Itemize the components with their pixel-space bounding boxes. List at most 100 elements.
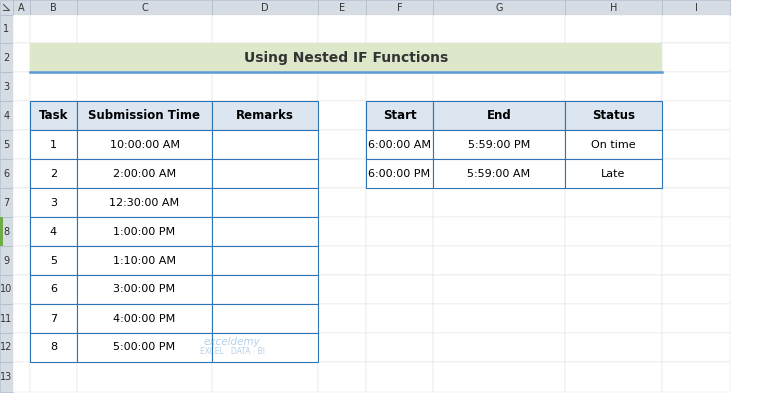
Text: Remarks: Remarks bbox=[236, 109, 294, 122]
Text: 3: 3 bbox=[50, 197, 57, 208]
Bar bbox=[366, 217, 433, 246]
Bar bbox=[0, 159, 13, 188]
Bar bbox=[662, 0, 730, 15]
Bar bbox=[77, 15, 212, 43]
Bar bbox=[77, 72, 212, 101]
Bar bbox=[212, 159, 318, 188]
Bar bbox=[0, 217, 3, 246]
Bar bbox=[30, 275, 77, 304]
Bar bbox=[662, 362, 730, 392]
Text: 2:00:00 AM: 2:00:00 AM bbox=[113, 169, 176, 178]
Bar bbox=[0, 333, 13, 362]
Bar bbox=[366, 188, 433, 217]
Bar bbox=[433, 333, 565, 362]
Bar bbox=[318, 333, 366, 362]
Bar bbox=[565, 0, 662, 15]
Bar bbox=[366, 304, 433, 333]
Bar bbox=[30, 159, 77, 188]
Bar bbox=[318, 188, 366, 217]
Text: 12:30:00 AM: 12:30:00 AM bbox=[109, 197, 180, 208]
Bar bbox=[212, 72, 318, 101]
Bar bbox=[433, 159, 565, 188]
Bar bbox=[30, 130, 77, 159]
Bar bbox=[433, 15, 565, 43]
Bar bbox=[0, 275, 13, 304]
Bar bbox=[662, 188, 730, 217]
Bar bbox=[30, 217, 77, 246]
Bar bbox=[318, 101, 366, 130]
Text: 6:00:00 AM: 6:00:00 AM bbox=[368, 140, 431, 150]
Bar bbox=[433, 217, 565, 246]
Bar bbox=[77, 101, 212, 130]
Bar bbox=[318, 246, 366, 275]
Bar bbox=[30, 275, 77, 304]
Bar bbox=[30, 246, 77, 275]
Bar bbox=[565, 304, 662, 333]
Bar bbox=[433, 246, 565, 275]
Bar bbox=[212, 275, 318, 304]
Bar bbox=[565, 72, 662, 101]
Bar bbox=[77, 217, 212, 246]
Bar bbox=[366, 130, 433, 159]
Bar bbox=[565, 159, 662, 188]
Bar bbox=[433, 101, 565, 130]
Bar bbox=[212, 333, 318, 362]
Bar bbox=[366, 159, 433, 188]
Text: 4: 4 bbox=[50, 227, 57, 236]
Bar bbox=[212, 43, 318, 72]
Bar bbox=[212, 101, 318, 130]
Bar bbox=[565, 130, 662, 159]
Text: Late: Late bbox=[601, 169, 626, 178]
Bar bbox=[565, 217, 662, 246]
Bar bbox=[318, 159, 366, 188]
Bar bbox=[433, 130, 565, 159]
Bar bbox=[366, 362, 433, 392]
Bar bbox=[366, 159, 433, 188]
Bar bbox=[30, 43, 77, 72]
Bar bbox=[366, 15, 433, 43]
Text: 5:59:00 AM: 5:59:00 AM bbox=[468, 169, 531, 178]
Text: exceldemy: exceldemy bbox=[204, 337, 260, 347]
Bar bbox=[366, 101, 433, 130]
Bar bbox=[77, 159, 212, 188]
Text: F: F bbox=[397, 2, 402, 12]
Bar bbox=[565, 188, 662, 217]
Bar bbox=[77, 101, 212, 130]
Text: G: G bbox=[495, 2, 503, 12]
Text: I: I bbox=[694, 2, 697, 12]
Bar bbox=[77, 304, 212, 333]
Bar bbox=[662, 130, 730, 159]
Bar bbox=[30, 101, 77, 130]
Bar bbox=[30, 0, 77, 15]
Text: 13: 13 bbox=[0, 372, 12, 382]
Bar bbox=[30, 101, 77, 130]
Bar bbox=[30, 333, 77, 362]
Bar bbox=[366, 43, 433, 72]
Bar bbox=[0, 0, 13, 15]
Bar bbox=[212, 362, 318, 392]
Text: C: C bbox=[141, 2, 148, 12]
Bar bbox=[77, 333, 212, 362]
Bar bbox=[30, 304, 77, 333]
Bar bbox=[0, 246, 13, 275]
Text: 2: 2 bbox=[3, 52, 10, 63]
Text: A: A bbox=[18, 2, 25, 12]
Bar bbox=[662, 304, 730, 333]
Bar bbox=[433, 43, 565, 72]
Bar bbox=[77, 43, 212, 72]
Bar bbox=[30, 188, 77, 217]
Text: 11: 11 bbox=[0, 314, 12, 323]
Bar bbox=[565, 159, 662, 188]
Text: 1: 1 bbox=[3, 24, 9, 34]
Text: B: B bbox=[50, 2, 57, 12]
Bar bbox=[212, 217, 318, 246]
Text: Task: Task bbox=[39, 109, 68, 122]
Bar bbox=[433, 304, 565, 333]
Bar bbox=[77, 0, 212, 15]
Bar bbox=[366, 72, 433, 101]
Bar bbox=[77, 362, 212, 392]
Bar bbox=[318, 43, 366, 72]
Bar bbox=[565, 362, 662, 392]
Text: 3:00:00 PM: 3:00:00 PM bbox=[114, 285, 176, 295]
Bar bbox=[662, 246, 730, 275]
